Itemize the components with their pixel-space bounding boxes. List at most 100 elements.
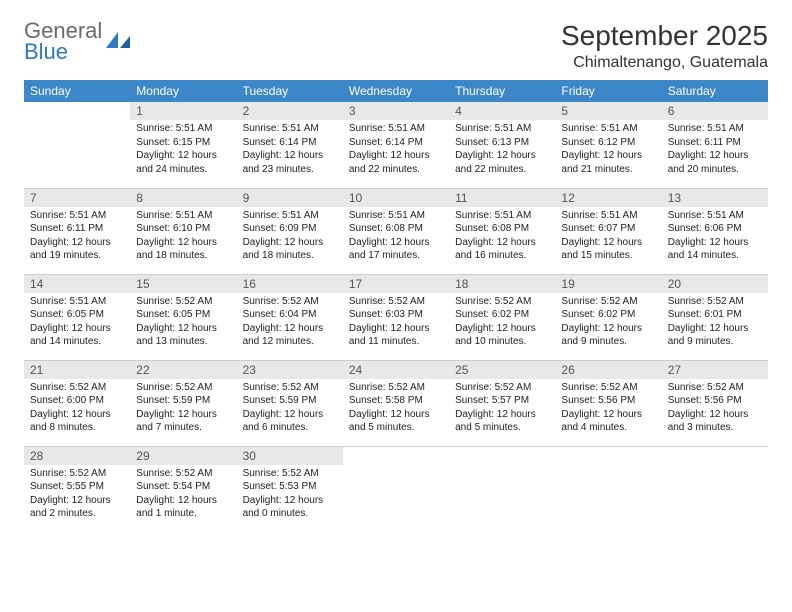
day-number: 17 xyxy=(343,275,449,293)
day-number: 4 xyxy=(449,102,555,120)
daylight-line-1: Daylight: 12 hours xyxy=(349,408,443,422)
sunrise-line: Sunrise: 5:51 AM xyxy=(243,122,337,136)
daylight-line-2: and 12 minutes. xyxy=(243,335,337,349)
sunrise-line: Sunrise: 5:52 AM xyxy=(243,467,337,481)
daylight-line-2: and 9 minutes. xyxy=(561,335,655,349)
sunrise-line: Sunrise: 5:52 AM xyxy=(136,467,230,481)
daylight-line-1: Daylight: 12 hours xyxy=(561,149,655,163)
calendar-row: 28Sunrise: 5:52 AMSunset: 5:55 PMDayligh… xyxy=(24,446,768,532)
day-number: 13 xyxy=(662,189,768,207)
day-number: 25 xyxy=(449,361,555,379)
sunrise-line: Sunrise: 5:52 AM xyxy=(30,467,124,481)
sunset-line: Sunset: 6:05 PM xyxy=(136,308,230,322)
daylight-line-1: Daylight: 12 hours xyxy=(349,236,443,250)
daylight-line-2: and 23 minutes. xyxy=(243,163,337,177)
day-number: 2 xyxy=(237,102,343,120)
calendar-cell-empty xyxy=(449,446,555,532)
calendar-body: 1Sunrise: 5:51 AMSunset: 6:15 PMDaylight… xyxy=(24,102,768,532)
day-body: Sunrise: 5:51 AMSunset: 6:10 PMDaylight:… xyxy=(130,207,236,267)
day-body: Sunrise: 5:51 AMSunset: 6:15 PMDaylight:… xyxy=(130,120,236,180)
day-number: 30 xyxy=(237,447,343,465)
sunset-line: Sunset: 6:10 PM xyxy=(136,222,230,236)
location: Chimaltenango, Guatemala xyxy=(561,54,768,72)
calendar-cell: 26Sunrise: 5:52 AMSunset: 5:56 PMDayligh… xyxy=(555,360,661,446)
daylight-line-2: and 0 minutes. xyxy=(243,507,337,521)
daylight-line-2: and 18 minutes. xyxy=(136,249,230,263)
day-number: 28 xyxy=(24,447,130,465)
calendar-cell: 3Sunrise: 5:51 AMSunset: 6:14 PMDaylight… xyxy=(343,102,449,188)
daylight-line-1: Daylight: 12 hours xyxy=(455,236,549,250)
day-number: 23 xyxy=(237,361,343,379)
daylight-line-2: and 5 minutes. xyxy=(455,421,549,435)
weekday-header: Friday xyxy=(555,80,661,102)
calendar-row: 1Sunrise: 5:51 AMSunset: 6:15 PMDaylight… xyxy=(24,102,768,188)
sunset-line: Sunset: 6:05 PM xyxy=(30,308,124,322)
day-body: Sunrise: 5:52 AMSunset: 5:55 PMDaylight:… xyxy=(24,465,130,525)
calendar-row: 21Sunrise: 5:52 AMSunset: 6:00 PMDayligh… xyxy=(24,360,768,446)
sunrise-line: Sunrise: 5:52 AM xyxy=(349,381,443,395)
brand-logo: General Blue xyxy=(24,20,132,63)
sunset-line: Sunset: 6:00 PM xyxy=(30,394,124,408)
daylight-line-1: Daylight: 12 hours xyxy=(136,236,230,250)
weekday-header: Sunday xyxy=(24,80,130,102)
sunrise-line: Sunrise: 5:52 AM xyxy=(455,381,549,395)
day-body: Sunrise: 5:51 AMSunset: 6:11 PMDaylight:… xyxy=(662,120,768,180)
day-body: Sunrise: 5:52 AMSunset: 6:02 PMDaylight:… xyxy=(449,293,555,353)
daylight-line-2: and 14 minutes. xyxy=(30,335,124,349)
sunset-line: Sunset: 6:08 PM xyxy=(349,222,443,236)
month-title: September 2025 xyxy=(561,20,768,52)
sunrise-line: Sunrise: 5:51 AM xyxy=(561,122,655,136)
sunrise-line: Sunrise: 5:51 AM xyxy=(668,122,762,136)
daylight-line-2: and 11 minutes. xyxy=(349,335,443,349)
daylight-line-1: Daylight: 12 hours xyxy=(30,408,124,422)
sunset-line: Sunset: 5:56 PM xyxy=(668,394,762,408)
day-number: 20 xyxy=(662,275,768,293)
sunset-line: Sunset: 5:55 PM xyxy=(30,480,124,494)
daylight-line-2: and 10 minutes. xyxy=(455,335,549,349)
calendar-cell: 7Sunrise: 5:51 AMSunset: 6:11 PMDaylight… xyxy=(24,188,130,274)
weekday-header-row: SundayMondayTuesdayWednesdayThursdayFrid… xyxy=(24,80,768,102)
calendar-table: SundayMondayTuesdayWednesdayThursdayFrid… xyxy=(24,80,768,532)
daylight-line-1: Daylight: 12 hours xyxy=(243,408,337,422)
calendar-cell: 22Sunrise: 5:52 AMSunset: 5:59 PMDayligh… xyxy=(130,360,236,446)
calendar-cell: 5Sunrise: 5:51 AMSunset: 6:12 PMDaylight… xyxy=(555,102,661,188)
day-body: Sunrise: 5:52 AMSunset: 6:03 PMDaylight:… xyxy=(343,293,449,353)
daylight-line-2: and 18 minutes. xyxy=(243,249,337,263)
daylight-line-2: and 8 minutes. xyxy=(30,421,124,435)
sunset-line: Sunset: 5:54 PM xyxy=(136,480,230,494)
daylight-line-1: Daylight: 12 hours xyxy=(561,236,655,250)
day-body: Sunrise: 5:51 AMSunset: 6:08 PMDaylight:… xyxy=(449,207,555,267)
day-body: Sunrise: 5:52 AMSunset: 5:57 PMDaylight:… xyxy=(449,379,555,439)
sunrise-line: Sunrise: 5:52 AM xyxy=(455,295,549,309)
day-number: 18 xyxy=(449,275,555,293)
sunrise-line: Sunrise: 5:52 AM xyxy=(668,381,762,395)
day-body: Sunrise: 5:51 AMSunset: 6:08 PMDaylight:… xyxy=(343,207,449,267)
sunset-line: Sunset: 6:14 PM xyxy=(349,136,443,150)
daylight-line-1: Daylight: 12 hours xyxy=(668,236,762,250)
daylight-line-2: and 9 minutes. xyxy=(668,335,762,349)
sunset-line: Sunset: 6:06 PM xyxy=(668,222,762,236)
sunrise-line: Sunrise: 5:51 AM xyxy=(243,209,337,223)
day-number: 1 xyxy=(130,102,236,120)
calendar-cell: 25Sunrise: 5:52 AMSunset: 5:57 PMDayligh… xyxy=(449,360,555,446)
calendar-cell: 9Sunrise: 5:51 AMSunset: 6:09 PMDaylight… xyxy=(237,188,343,274)
sunset-line: Sunset: 6:14 PM xyxy=(243,136,337,150)
daylight-line-1: Daylight: 12 hours xyxy=(30,322,124,336)
day-body: Sunrise: 5:51 AMSunset: 6:14 PMDaylight:… xyxy=(343,120,449,180)
sunrise-line: Sunrise: 5:51 AM xyxy=(136,209,230,223)
sunset-line: Sunset: 6:01 PM xyxy=(668,308,762,322)
sunset-line: Sunset: 5:59 PM xyxy=(243,394,337,408)
daylight-line-2: and 21 minutes. xyxy=(561,163,655,177)
daylight-line-2: and 20 minutes. xyxy=(668,163,762,177)
daylight-line-2: and 17 minutes. xyxy=(349,249,443,263)
daylight-line-2: and 7 minutes. xyxy=(136,421,230,435)
sunset-line: Sunset: 6:04 PM xyxy=(243,308,337,322)
sunset-line: Sunset: 6:11 PM xyxy=(668,136,762,150)
daylight-line-1: Daylight: 12 hours xyxy=(136,494,230,508)
calendar-cell: 11Sunrise: 5:51 AMSunset: 6:08 PMDayligh… xyxy=(449,188,555,274)
brand-text: General Blue xyxy=(24,20,102,63)
calendar-cell: 20Sunrise: 5:52 AMSunset: 6:01 PMDayligh… xyxy=(662,274,768,360)
calendar-cell: 30Sunrise: 5:52 AMSunset: 5:53 PMDayligh… xyxy=(237,446,343,532)
sunrise-line: Sunrise: 5:52 AM xyxy=(561,381,655,395)
daylight-line-2: and 5 minutes. xyxy=(349,421,443,435)
